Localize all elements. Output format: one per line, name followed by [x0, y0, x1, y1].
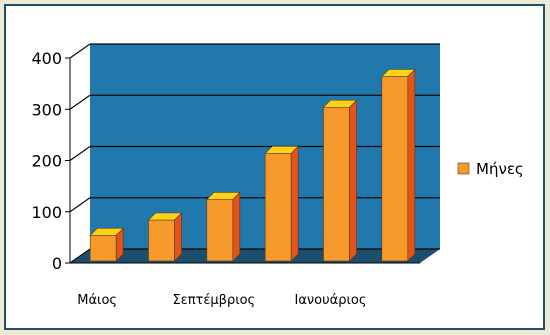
x-tick-label: Σεπτέμβριος: [172, 293, 255, 308]
bar-top: [147, 212, 183, 221]
legend-label: Μήνες: [476, 160, 524, 178]
bar-top: [264, 146, 299, 154]
y-tick-label: 400: [31, 49, 62, 68]
legend-swatch: [457, 162, 470, 175]
gridline-depth: [69, 94, 91, 110]
y-tick-label: 0: [52, 254, 62, 273]
gridline-depth: [69, 146, 91, 161]
y-tick-label: 100: [31, 203, 62, 222]
bar: [264, 153, 292, 262]
bar: [323, 106, 350, 262]
gridline-depth: [69, 197, 91, 213]
bar-side: [349, 99, 357, 262]
y-tick-label: 300: [31, 100, 62, 119]
bar-top: [322, 99, 358, 108]
bar: [206, 199, 234, 262]
gridline-depth: [69, 248, 91, 264]
bar-top: [89, 228, 124, 236]
x-tick-label: Ιανουάριος: [295, 293, 367, 308]
bar: [148, 219, 175, 262]
bar: [89, 235, 117, 262]
bar-top: [206, 192, 241, 200]
bar-side: [407, 68, 416, 262]
bar-side: [174, 212, 182, 262]
x-tick-label: Μάιος: [77, 293, 117, 308]
gridline-depth: [69, 43, 91, 59]
bar-side: [290, 145, 299, 262]
bar: [381, 76, 409, 262]
bar-top: [381, 69, 416, 77]
y-tick-label: 200: [31, 152, 62, 171]
bar-side: [232, 191, 241, 262]
